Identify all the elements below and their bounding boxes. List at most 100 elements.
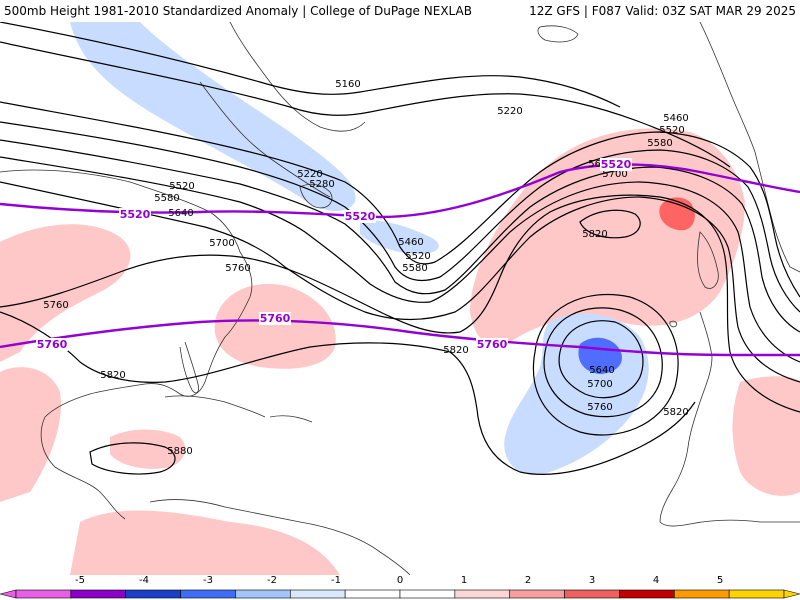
contour-label: 5700 xyxy=(587,379,612,390)
contour-5220-north xyxy=(0,41,731,168)
colorbar-svg xyxy=(0,589,800,599)
colorbar-tick-label: 1 xyxy=(460,575,468,586)
colorbar-segment xyxy=(125,589,181,599)
contour-label: 5460 xyxy=(398,237,423,248)
contour-label: 5760 xyxy=(225,263,250,274)
positive-anomaly-se-us xyxy=(214,283,336,369)
reference-label-bg xyxy=(259,312,291,325)
contour-label: 5520 xyxy=(659,125,684,136)
colorbar: -5 -4 -3 -2 -1 0 1 2 3 4 5 xyxy=(0,575,800,600)
contour-low-5640 xyxy=(558,320,644,399)
contour-label: 5700 xyxy=(602,169,627,180)
colorbar-segment xyxy=(180,589,236,599)
labrador-coast xyxy=(199,81,331,198)
contour-low-5760 xyxy=(532,293,679,436)
reference-label-bg xyxy=(344,210,376,223)
contour-label: 5820 xyxy=(100,370,125,381)
contour-label: 5580 xyxy=(402,263,427,274)
colorbar-segment xyxy=(344,589,401,599)
reference-contour-5520 xyxy=(0,163,800,219)
contour-5700 xyxy=(0,181,800,383)
contour-label: 5220 xyxy=(497,106,522,117)
greenland-coast xyxy=(229,22,366,132)
south-america-coast xyxy=(149,499,411,575)
reference-label-bg xyxy=(119,208,151,221)
colorbar-tick-label: 2 xyxy=(524,575,532,586)
contour-5640 xyxy=(0,156,800,363)
colorbar-tick-label: -2 xyxy=(267,575,277,586)
reference-label: 5760 xyxy=(477,338,508,351)
colorbar-tick-label: 4 xyxy=(652,575,660,586)
contour-5580-north xyxy=(0,139,800,333)
contour-5880 xyxy=(89,442,176,475)
height-contours xyxy=(0,22,800,475)
colorbar-right-arrow xyxy=(783,589,800,599)
positive-anomaly-west-africa xyxy=(732,376,800,496)
contour-5460-north xyxy=(0,101,800,298)
colorbar-segment xyxy=(673,589,730,599)
contour-label: 5160 xyxy=(335,79,360,90)
reference-labels: 5520 5520 5520 5760 5760 5760 xyxy=(36,158,632,351)
contour-5160 xyxy=(0,22,621,108)
colorbar-segment xyxy=(399,589,456,599)
iceland xyxy=(537,25,579,43)
contour-5820-high xyxy=(579,209,641,239)
north-america-coast xyxy=(0,169,253,520)
colorbar-left-arrow xyxy=(0,589,17,599)
colorbar-tick-label: -1 xyxy=(331,575,341,586)
colorbar-segment xyxy=(619,589,675,599)
colorbar-segment xyxy=(70,589,127,599)
contour-label: 5640 xyxy=(589,365,614,376)
colorbar-tick-label: -3 xyxy=(203,575,213,586)
canary-islands xyxy=(669,320,677,328)
africa-coast xyxy=(659,311,800,527)
reference-label-bg xyxy=(36,338,68,351)
reference-contour-5760 xyxy=(0,319,800,357)
reference-label: 5760 xyxy=(37,338,68,351)
contour-label: 5460 xyxy=(663,113,688,124)
positive-anomaly-core xyxy=(659,197,695,231)
reference-label-bg xyxy=(476,338,508,351)
contour-label: 5820 xyxy=(582,229,607,240)
contour-5520-north xyxy=(0,121,800,313)
contour-labels: 5160522054605520558056405700552055805640… xyxy=(43,79,688,457)
contour-label: 5520 xyxy=(169,181,194,192)
colorbar-segment xyxy=(728,589,785,599)
reference-label: 5520 xyxy=(345,210,376,223)
contour-label: 5640 xyxy=(168,208,193,219)
land-outlines xyxy=(0,22,800,575)
map-header: 500mb Height 1981-2010 Standardized Anom… xyxy=(0,0,800,22)
contour-label: 5220 xyxy=(297,169,322,180)
contour-5820 xyxy=(0,311,696,475)
colorbar-segment xyxy=(564,589,620,599)
colorbar-segment xyxy=(15,589,72,599)
positive-anomaly-mexico xyxy=(0,367,61,502)
map-panel: 5160522054605520558056405700552055805640… xyxy=(0,22,800,575)
reference-contours xyxy=(0,163,800,357)
contour-label: 5820 xyxy=(443,345,468,356)
reference-label: 5520 xyxy=(601,158,632,171)
contour-label: 5700 xyxy=(209,238,234,249)
positive-anomaly-south-america xyxy=(70,510,340,575)
florida xyxy=(179,341,199,394)
map-svg: 5160522054605520558056405700552055805640… xyxy=(0,22,800,575)
contour-5760 xyxy=(0,194,800,413)
contour-label: 5760 xyxy=(587,402,612,413)
contour-label: 5880 xyxy=(167,446,192,457)
anomaly-shading xyxy=(0,22,800,575)
newfoundland xyxy=(299,183,333,209)
colorbar-segment xyxy=(509,589,565,599)
contour-low-5700 xyxy=(543,307,663,418)
colorbar-segment xyxy=(289,589,346,599)
colorbar-tick-label: 3 xyxy=(588,575,596,586)
reference-label: 5760 xyxy=(260,312,291,325)
contour-label: 5820 xyxy=(663,407,688,418)
contour-label: 5760 xyxy=(43,300,68,311)
contour-label: 5580 xyxy=(154,193,179,204)
contour-label: 5280 xyxy=(309,179,334,190)
iberia xyxy=(697,231,719,289)
colorbar-segment xyxy=(235,589,291,599)
cuba xyxy=(164,395,266,418)
colorbar-tick-label: 0 xyxy=(396,575,404,586)
europe-coast xyxy=(699,22,800,273)
